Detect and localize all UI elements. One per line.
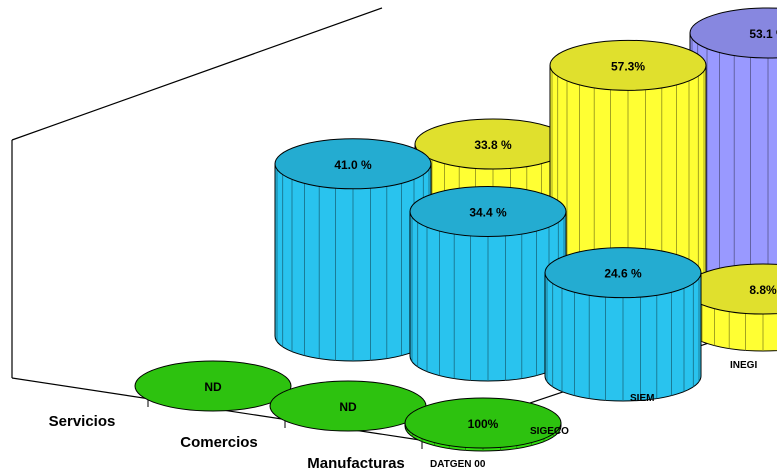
cylinder-top-sigeco-comercios [409,186,567,238]
left-wall-top-edge [11,7,383,141]
series-label-datgen-00: DATGEN 00 [430,459,486,470]
cylinder-top-datgen-00-servicios [134,360,292,412]
data-label-sigeco-comercios: 34.4 % [469,206,507,220]
cylinder-top-sigeco-servicios [274,138,432,190]
data-label-sigeco-manufacturas: 24.6 % [604,267,642,281]
data-label-datgen-00-comercios: ND [339,400,357,414]
data-label-sigeco-servicios: 41.0 % [334,158,372,172]
cylinder-top-sigeco-manufacturas [544,247,702,299]
series-label-siem: SIEM [630,393,654,404]
data-label-siem-comercios: 57.3% [611,59,645,73]
data-label-datgen-00-servicios: ND [204,380,222,394]
category-labels: Servicios Comercios Manufacturas [49,413,405,472]
series-labels: DATGEN 00 SIGECO SIEM INEGI [430,360,757,470]
cylinder-inegi-comercios: 53.1 % [689,7,777,282]
data-label-datgen-00-manufacturas: 100% [468,417,499,431]
data-label-siem-manufacturas: 8.8% [749,283,777,297]
cylinder-sigeco-manufacturas: 24.6 % [544,247,702,402]
series-label-sigeco: SIGECO [530,426,569,437]
cylinder-sigeco-servicios: 41.0 % [274,138,432,362]
category-label-manufacturas: Manufacturas [307,455,405,472]
series-label-inegi: INEGI [730,360,757,371]
cylinder-top-inegi-comercios [689,7,777,59]
data-label-siem-servicios: 33.8 % [474,138,512,152]
category-label-servicios: Servicios [49,413,116,430]
category-label-comercios: Comercios [180,434,258,451]
cylinder-datgen-00-servicios: ND [134,360,292,412]
cylinder-sigeco-comercios: 34.4 % [409,186,567,382]
cylinders: 37.7 %53.1 %9.2 %33.8 %57.3%8.8%41.0 %34… [134,7,777,452]
cylinder-siem-manufacturas: 8.8% [684,263,777,352]
cylinder-top-datgen-00-manufacturas [404,397,562,449]
cylinder-datgen-00-comercios: ND [269,380,427,432]
data-label-inegi-comercios: 53.1 % [749,27,777,41]
cylinder-datgen-00-manufacturas: 100% [404,397,562,452]
cylinder-top-siem-comercios [549,39,707,91]
